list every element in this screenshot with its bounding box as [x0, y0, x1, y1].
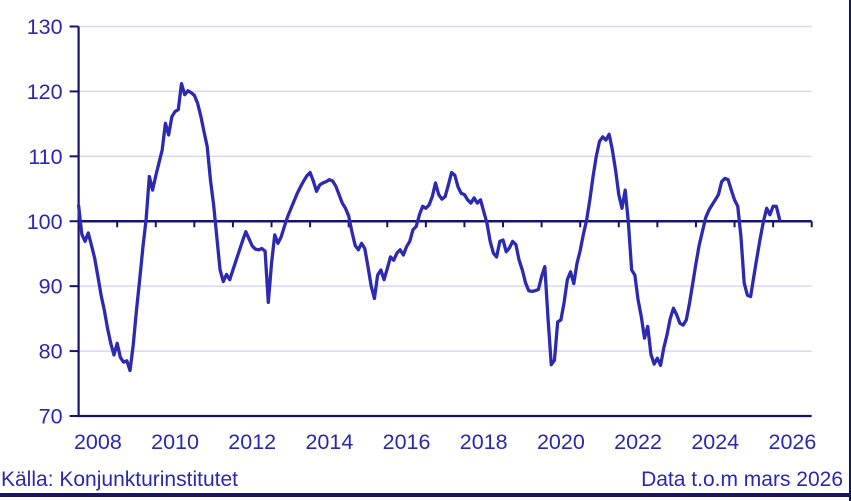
svg-text:110: 110 — [28, 145, 62, 169]
right-edge-line — [849, 0, 851, 501]
svg-text:2014: 2014 — [305, 430, 353, 454]
svg-text:90: 90 — [39, 275, 63, 299]
svg-text:2022: 2022 — [614, 430, 662, 454]
svg-text:70: 70 — [39, 405, 63, 429]
bottom-rule — [0, 493, 851, 497]
svg-text:2026: 2026 — [768, 430, 816, 454]
source-caption: Källa: Konjunkturinstitutet — [1, 468, 238, 491]
svg-text:2018: 2018 — [460, 430, 508, 454]
svg-text:120: 120 — [27, 80, 63, 104]
svg-text:2008: 2008 — [74, 430, 122, 454]
data-note: Data t.o.m mars 2026 — [641, 468, 843, 491]
svg-text:2016: 2016 — [383, 430, 431, 454]
svg-text:2012: 2012 — [228, 430, 276, 454]
svg-text:2020: 2020 — [537, 430, 585, 454]
line-chart: 70 80 90 100 110 120 130 2008 2010 2012 2014 2016 20… — [27, 15, 817, 454]
svg-text:80: 80 — [39, 340, 63, 364]
svg-text:2024: 2024 — [691, 430, 739, 454]
svg-text:2010: 2010 — [151, 430, 199, 454]
svg-text:100: 100 — [27, 210, 63, 234]
svg-text:130: 130 — [27, 15, 63, 39]
